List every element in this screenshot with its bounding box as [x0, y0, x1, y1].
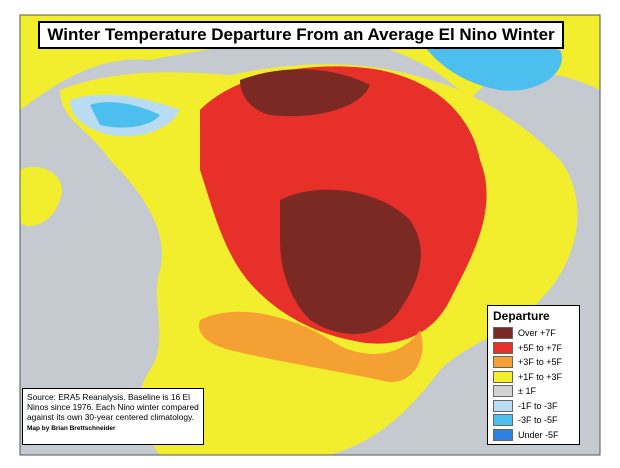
legend-item: +1F to +3F: [493, 370, 574, 385]
pacific-warm: [20, 166, 62, 226]
legend-item: Under -5F: [493, 428, 574, 443]
legend-label: Over +7F: [518, 328, 556, 339]
legend-item: -3F to -5F: [493, 413, 574, 428]
legend-label: -3F to -5F: [518, 415, 558, 426]
legend: Departure Over +7F +5F to +7F +3F to +5F +1…: [487, 305, 580, 445]
legend-swatch: [493, 428, 513, 441]
legend-label: +1F to +3F: [518, 371, 563, 382]
legend-item: Over +7F: [493, 326, 574, 341]
legend-swatch: [493, 385, 513, 398]
credit: Map by Brian Brettschneider: [27, 425, 116, 432]
greenland-cold: [420, 38, 562, 91]
title: Winter Temperature Departure From an Ave…: [38, 21, 564, 49]
us-warm: [199, 311, 423, 382]
legend-label: +3F to +5F: [518, 357, 563, 368]
legend-label: ± 1F: [518, 386, 536, 397]
legend-item: +3F to +5F: [493, 355, 574, 370]
legend-item: +5F to +7F: [493, 341, 574, 356]
alaska-cold: [90, 102, 160, 128]
source-text: Source: ERA5 Reanalysis. Baseline is 16 …: [27, 392, 199, 422]
legend-label: -1F to -3F: [518, 400, 558, 411]
legend-swatch: [493, 356, 513, 369]
legend-swatch: [493, 399, 513, 412]
source-note: Source: ERA5 Reanalysis. Baseline is 16 …: [22, 388, 204, 445]
legend-swatch: [493, 327, 513, 340]
legend-title: Departure: [493, 309, 550, 323]
legend-label: Under -5F: [518, 429, 559, 440]
arctic-islands-hot: [240, 69, 370, 117]
legend-swatch: [493, 370, 513, 383]
hudson-hot: [280, 189, 421, 334]
map-frame: [19, 14, 601, 456]
legend-swatch: [493, 414, 513, 427]
legend-item: -1F to -3F: [493, 399, 574, 414]
legend-items: Over +7F +5F to +7F +3F to +5F +1F to +3F ± …: [493, 326, 574, 442]
legend-item: ± 1F: [493, 384, 574, 399]
legend-swatch: [493, 341, 513, 354]
legend-label: +5F to +7F: [518, 342, 563, 353]
